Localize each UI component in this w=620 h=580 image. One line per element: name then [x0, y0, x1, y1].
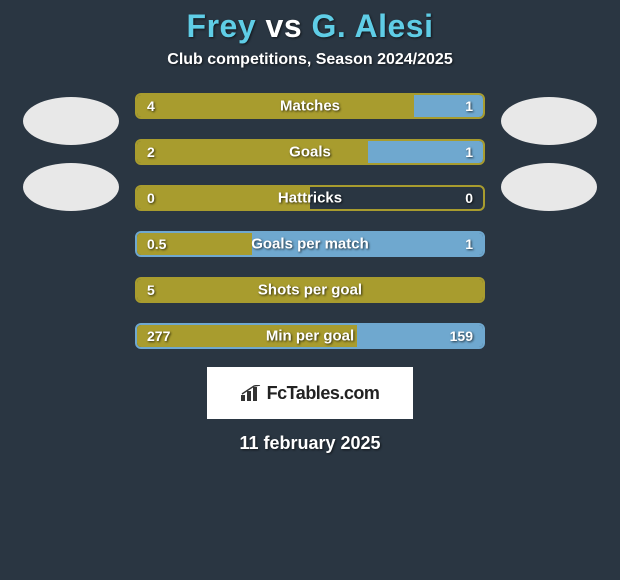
- stat-row: 4 Matches 1: [135, 93, 485, 119]
- logo-block: FcTables.com: [207, 367, 413, 419]
- left-avatars: [23, 93, 119, 211]
- player2-avatar-bottom: [501, 163, 597, 211]
- stat-value-right: 159: [450, 328, 473, 344]
- subtitle: Club competitions, Season 2024/2025: [0, 51, 620, 69]
- stat-label: Goals per match: [251, 236, 369, 253]
- stat-fill-left: [137, 141, 368, 163]
- stats-area: 4 Matches 1 2 Goals 1 0 Hattricks 0 0.5 Goals per …: [0, 93, 620, 349]
- stat-bars: 4 Matches 1 2 Goals 1 0 Hattricks 0 0.5 Goals per …: [135, 93, 485, 349]
- stat-fill-left: [137, 95, 414, 117]
- stat-row: 0 Hattricks 0: [135, 185, 485, 211]
- stat-value-right: 1: [465, 98, 473, 114]
- stat-value-left: 277: [147, 328, 170, 344]
- title: Frey vs G. Alesi: [0, 8, 620, 45]
- stat-row: 0.5 Goals per match 1: [135, 231, 485, 257]
- stat-label: Matches: [280, 98, 340, 115]
- stat-value-left: 5: [147, 282, 155, 298]
- bar-chart-icon: [241, 385, 261, 401]
- player1-avatar-bottom: [23, 163, 119, 211]
- date: 11 february 2025: [0, 433, 620, 454]
- stat-value-left: 0.5: [147, 236, 166, 252]
- stat-row: 5 Shots per goal: [135, 277, 485, 303]
- stat-value-left: 0: [147, 190, 155, 206]
- stat-label: Shots per goal: [258, 282, 362, 299]
- stat-value-right: 1: [465, 236, 473, 252]
- player1-avatar-top: [23, 97, 119, 145]
- stat-label: Goals: [289, 144, 331, 161]
- player1-name: Frey: [187, 8, 257, 44]
- stat-value-right: 1: [465, 144, 473, 160]
- player2-name: G. Alesi: [312, 8, 434, 44]
- stat-value-left: 2: [147, 144, 155, 160]
- stat-label: Hattricks: [278, 190, 342, 207]
- logo-text: FcTables.com: [267, 383, 380, 404]
- comparison-card: Frey vs G. Alesi Club competitions, Seas…: [0, 0, 620, 454]
- stat-value-left: 4: [147, 98, 155, 114]
- right-avatars: [501, 93, 597, 211]
- player2-avatar-top: [501, 97, 597, 145]
- stat-label: Min per goal: [266, 328, 354, 345]
- stat-row: 2 Goals 1: [135, 139, 485, 165]
- stat-row: 277 Min per goal 159: [135, 323, 485, 349]
- title-vs: vs: [266, 8, 303, 44]
- stat-value-right: 0: [465, 190, 473, 206]
